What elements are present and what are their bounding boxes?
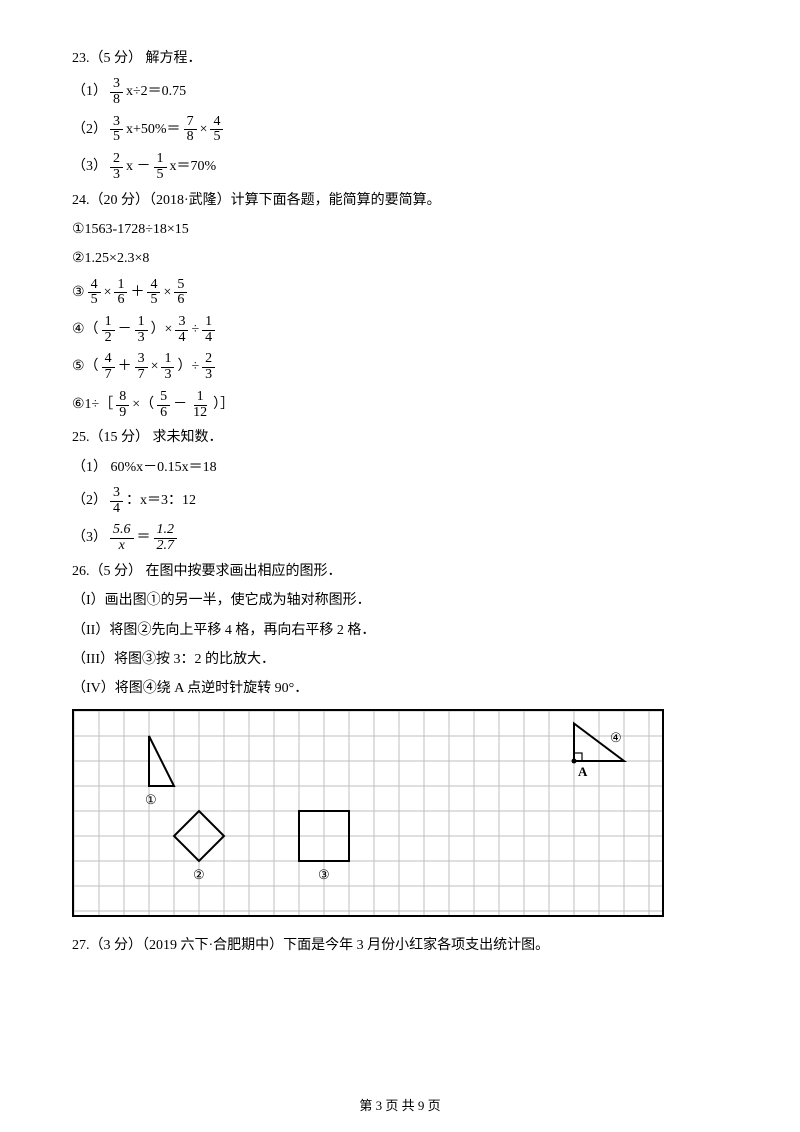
text: ）× — [151, 319, 173, 341]
fraction: 13 — [135, 315, 148, 345]
label: （2） — [72, 119, 107, 141]
label: ⑤（ — [72, 356, 99, 378]
text: x+50%＝ — [126, 119, 181, 141]
q25-p1: （1） 60%x－0.15x＝18 — [72, 457, 728, 479]
fraction: 45 — [210, 115, 223, 145]
fraction: 34 — [110, 486, 123, 516]
fraction: 23 — [202, 352, 215, 382]
q23-head: 23.（5 分） 解方程． — [72, 48, 728, 70]
fraction: 112 — [190, 390, 210, 420]
text: ＝ — [137, 527, 151, 549]
q24-l3: ③ 45 × 16 ＋ 45 × 56 — [72, 278, 728, 308]
text: x － — [126, 156, 151, 178]
label: ③ — [72, 282, 85, 304]
label: ⑥1÷［ — [72, 394, 113, 416]
text: ×（ — [132, 394, 154, 416]
text: － — [173, 394, 187, 416]
text: x＝70% — [170, 156, 217, 178]
q24-l4: ④（ 12 － 13 ）× 34 ÷ 14 — [72, 315, 728, 345]
fraction: 14 — [202, 315, 215, 345]
fraction: 12 — [102, 315, 115, 345]
fraction: 45 — [88, 278, 101, 308]
text: × — [200, 119, 208, 141]
fraction: 23 — [110, 152, 123, 182]
fraction: 37 — [135, 352, 148, 382]
label: （3） — [72, 156, 107, 178]
fraction: 5.6x — [110, 523, 134, 553]
text: － — [118, 319, 132, 341]
label: （1） — [72, 81, 107, 103]
label: （2） — [72, 490, 107, 512]
fraction: 45 — [147, 278, 160, 308]
text: × — [151, 356, 159, 378]
fraction: 15 — [154, 152, 167, 182]
q24-l1: ①1563-1728÷18×15 — [72, 219, 728, 241]
q25-head: 25.（15 分） 求未知数． — [72, 427, 728, 449]
q26-p2: （II）将图②先向上平移 4 格，再向右平移 2 格． — [72, 620, 728, 642]
text: ）］ — [213, 394, 234, 416]
text: ÷ — [191, 319, 199, 341]
fraction: 47 — [102, 352, 115, 382]
text: × — [104, 282, 112, 304]
text: ＋ — [130, 282, 144, 304]
fraction: 1.22.7 — [154, 523, 178, 553]
fraction: 89 — [116, 390, 129, 420]
grid-svg: ① ② ③ ④ A — [74, 711, 664, 917]
grid-figure: ① ② ③ ④ A — [72, 709, 664, 917]
svg-text:③: ③ — [318, 867, 330, 882]
fraction: 16 — [114, 278, 127, 308]
fraction: 38 — [110, 77, 123, 107]
fraction: 56 — [174, 278, 187, 308]
q26-p3: （III）将图③按 3：2 的比放大． — [72, 649, 728, 671]
q25-p3: （3） 5.6x ＝ 1.22.7 — [72, 523, 728, 553]
fraction: 34 — [175, 315, 188, 345]
svg-text:②: ② — [193, 867, 205, 882]
text: x÷2＝0.75 — [126, 81, 186, 103]
q24-head: 24.（20 分）（2018·武隆）计算下面各题，能简算的要简算。 — [72, 190, 728, 212]
text: ＋ — [118, 356, 132, 378]
svg-text:①: ① — [145, 792, 157, 807]
text: ）÷ — [177, 356, 199, 378]
q26-p4: （IV）将图④绕 A 点逆时针旋转 90°． — [72, 678, 728, 700]
fraction: 13 — [161, 352, 174, 382]
q23-part2: （2） 35 x+50%＝ 78 × 45 — [72, 115, 728, 145]
label: （3） — [72, 527, 107, 549]
page-footer: 第 3 页 共 9 页 — [0, 1095, 800, 1114]
text: ：x＝3：12 — [126, 490, 196, 512]
label: ④（ — [72, 319, 99, 341]
q26-head: 26.（5 分） 在图中按要求画出相应的图形． — [72, 561, 728, 583]
svg-text:A: A — [578, 764, 588, 779]
fraction: 35 — [110, 115, 123, 145]
q27-head: 27.（3 分）（2019 六下·合肥期中）下面是今年 3 月份小红家各项支出统… — [72, 935, 728, 957]
q24-l6: ⑥1÷［ 89 ×（ 56 － 112 ）］ — [72, 390, 728, 420]
svg-text:④: ④ — [610, 730, 622, 745]
q23-part1: （1） 38 x÷2＝0.75 — [72, 77, 728, 107]
fraction: 56 — [157, 390, 170, 420]
q25-p2: （2） 34 ：x＝3：12 — [72, 486, 728, 516]
q26-p1: （I）画出图①的另一半，使它成为轴对称图形． — [72, 590, 728, 612]
fraction: 78 — [184, 115, 197, 145]
q24-l2: ②1.25×2.3×8 — [72, 248, 728, 270]
text: × — [163, 282, 171, 304]
q24-l5: ⑤（ 47 ＋ 37 × 13 ）÷ 23 — [72, 352, 728, 382]
q23-part3: （3） 23 x － 15 x＝70% — [72, 152, 728, 182]
